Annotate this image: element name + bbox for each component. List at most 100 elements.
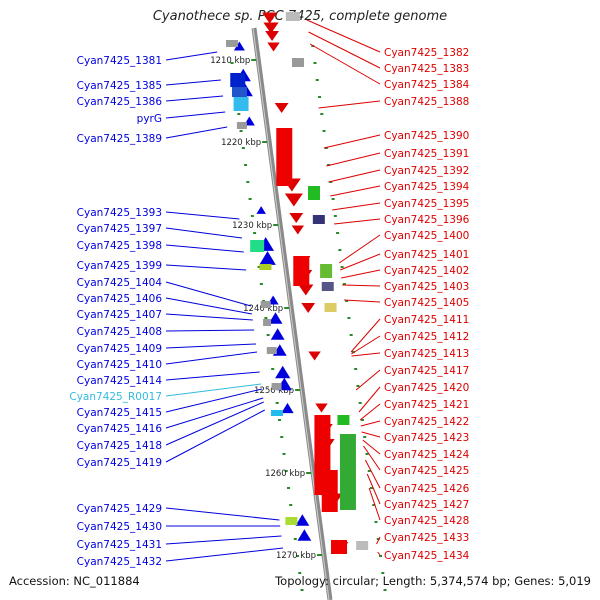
- left-gene-label: Cyan7425_1408: [77, 326, 162, 338]
- left-leader-line: [165, 371, 260, 381]
- track-tick: [331, 198, 335, 200]
- right-leader-line: [309, 43, 381, 85]
- track-tick: [230, 62, 234, 64]
- track-tick: [271, 368, 275, 370]
- track-tick: [363, 436, 367, 438]
- left-gene-label: Cyan7425_1429: [77, 503, 162, 515]
- track-tick: [241, 147, 245, 149]
- left-gene-label: Cyan7425_1393: [77, 207, 162, 219]
- left-gene-label: Cyan7425_1410: [77, 359, 162, 371]
- reverse-gene-arrow: [301, 303, 316, 313]
- track-tick: [250, 215, 254, 217]
- track-tick: [293, 538, 297, 540]
- forward-gene-arrow: [259, 251, 276, 265]
- grey-feature: [236, 122, 247, 129]
- reverse-gene-green: [337, 415, 350, 425]
- right-leader-line: [358, 386, 381, 413]
- reverse-gene-arrow: [274, 103, 289, 113]
- track-tick: [351, 351, 355, 353]
- left-gene-label: Cyan7425_1431: [77, 539, 162, 551]
- right-leader-line: [355, 369, 381, 391]
- left-gene-label: Cyan7425_1399: [77, 260, 162, 272]
- reverse-gene-arrow: [315, 403, 328, 413]
- track-tick: [367, 470, 371, 472]
- ruler-label: 1210 kbp: [210, 56, 250, 66]
- ruler-label: 1270 kbp: [276, 551, 316, 561]
- right-leader-line: [328, 169, 381, 183]
- right-leader-line: [306, 19, 381, 53]
- right-feature: [285, 12, 300, 21]
- track-tick: [282, 453, 286, 455]
- right-feature: [324, 303, 337, 312]
- left-leader-line: [165, 281, 252, 307]
- right-gene-label: Cyan7425_1402: [384, 265, 469, 277]
- left-leader-line: [165, 535, 282, 545]
- reverse-gene-block: [276, 128, 293, 186]
- left-gene-label: Cyan7425_1419: [77, 457, 162, 469]
- map-title: Cyanothece sp. PCC 7425, complete genome: [152, 9, 448, 24]
- left-leader-line: [165, 383, 262, 397]
- track-tick: [329, 181, 333, 183]
- forward-gene-arrow: [297, 529, 312, 541]
- track-tick: [253, 232, 257, 234]
- reverse-gene-arrow: [308, 351, 321, 361]
- track-tick: [259, 283, 263, 285]
- left-leader-line: [165, 95, 224, 102]
- right-gene-label: Cyan7425_1422: [384, 416, 469, 428]
- right-gene-label: Cyan7425_1390: [384, 130, 469, 142]
- right-feature: [291, 58, 304, 67]
- right-leader-line: [377, 551, 381, 556]
- right-leader-line: [359, 403, 381, 421]
- track-tick: [345, 300, 349, 302]
- ruler-label: 1260 kbp: [265, 469, 305, 479]
- left-gene-label: Cyan7425_1389: [77, 133, 162, 145]
- right-leader-line: [344, 299, 381, 303]
- track-tick: [320, 113, 324, 115]
- right-leader-line: [361, 431, 381, 438]
- right-gene-label: Cyan7425_1428: [384, 515, 469, 527]
- forward-gene-block: [285, 517, 298, 525]
- right-gene-label: Cyan7425_1392: [384, 165, 469, 177]
- left-gene-label: Cyan7425_1381: [77, 55, 162, 67]
- track-tick: [318, 96, 322, 98]
- left-leader-line: [165, 351, 258, 365]
- track-tick: [342, 283, 346, 285]
- track-tick: [286, 487, 290, 489]
- forward-gene-block: [231, 87, 247, 97]
- right-leader-line: [363, 445, 381, 471]
- right-leader-line: [308, 31, 381, 69]
- track-tick: [298, 572, 302, 574]
- forward-gene-arrow: [256, 206, 266, 214]
- reverse-gene-arrow: [289, 213, 304, 223]
- left-leader-line: [165, 313, 253, 321]
- right-leader-line: [342, 284, 381, 287]
- track-tick: [379, 555, 383, 557]
- topology-text: Topology: circular; Length: 5,374,574 bp…: [275, 574, 591, 588]
- right-leader-line: [364, 459, 381, 489]
- left-leader-line: [165, 51, 218, 61]
- track-tick: [372, 504, 376, 506]
- right-leader-line: [366, 473, 381, 505]
- track-tick: [324, 147, 328, 149]
- right-gene-label: Cyan7425_1433: [384, 532, 469, 544]
- right-leader-line: [360, 420, 381, 427]
- reverse-gene-block: [321, 470, 338, 512]
- track-tick: [354, 368, 358, 370]
- track-tick: [360, 419, 364, 421]
- track-tick: [239, 130, 243, 132]
- right-leader-line: [318, 100, 381, 109]
- track-tick: [338, 249, 342, 251]
- track-tick: [374, 521, 378, 523]
- left-leader-line: [165, 507, 280, 521]
- left-gene-label: Cyan7425_1418: [77, 440, 162, 452]
- reverse-gene-block: [293, 256, 310, 286]
- track-tick: [280, 436, 284, 438]
- reverse-gene-arrow: [262, 12, 278, 24]
- reverse-gene-arrow: [265, 31, 279, 41]
- accession-text: Accession: NC_011884: [9, 574, 140, 588]
- track-tick: [284, 470, 288, 472]
- forward-gene-block: [233, 97, 249, 111]
- grey-feature: [266, 347, 277, 354]
- forward-gene-arrow: [281, 402, 294, 414]
